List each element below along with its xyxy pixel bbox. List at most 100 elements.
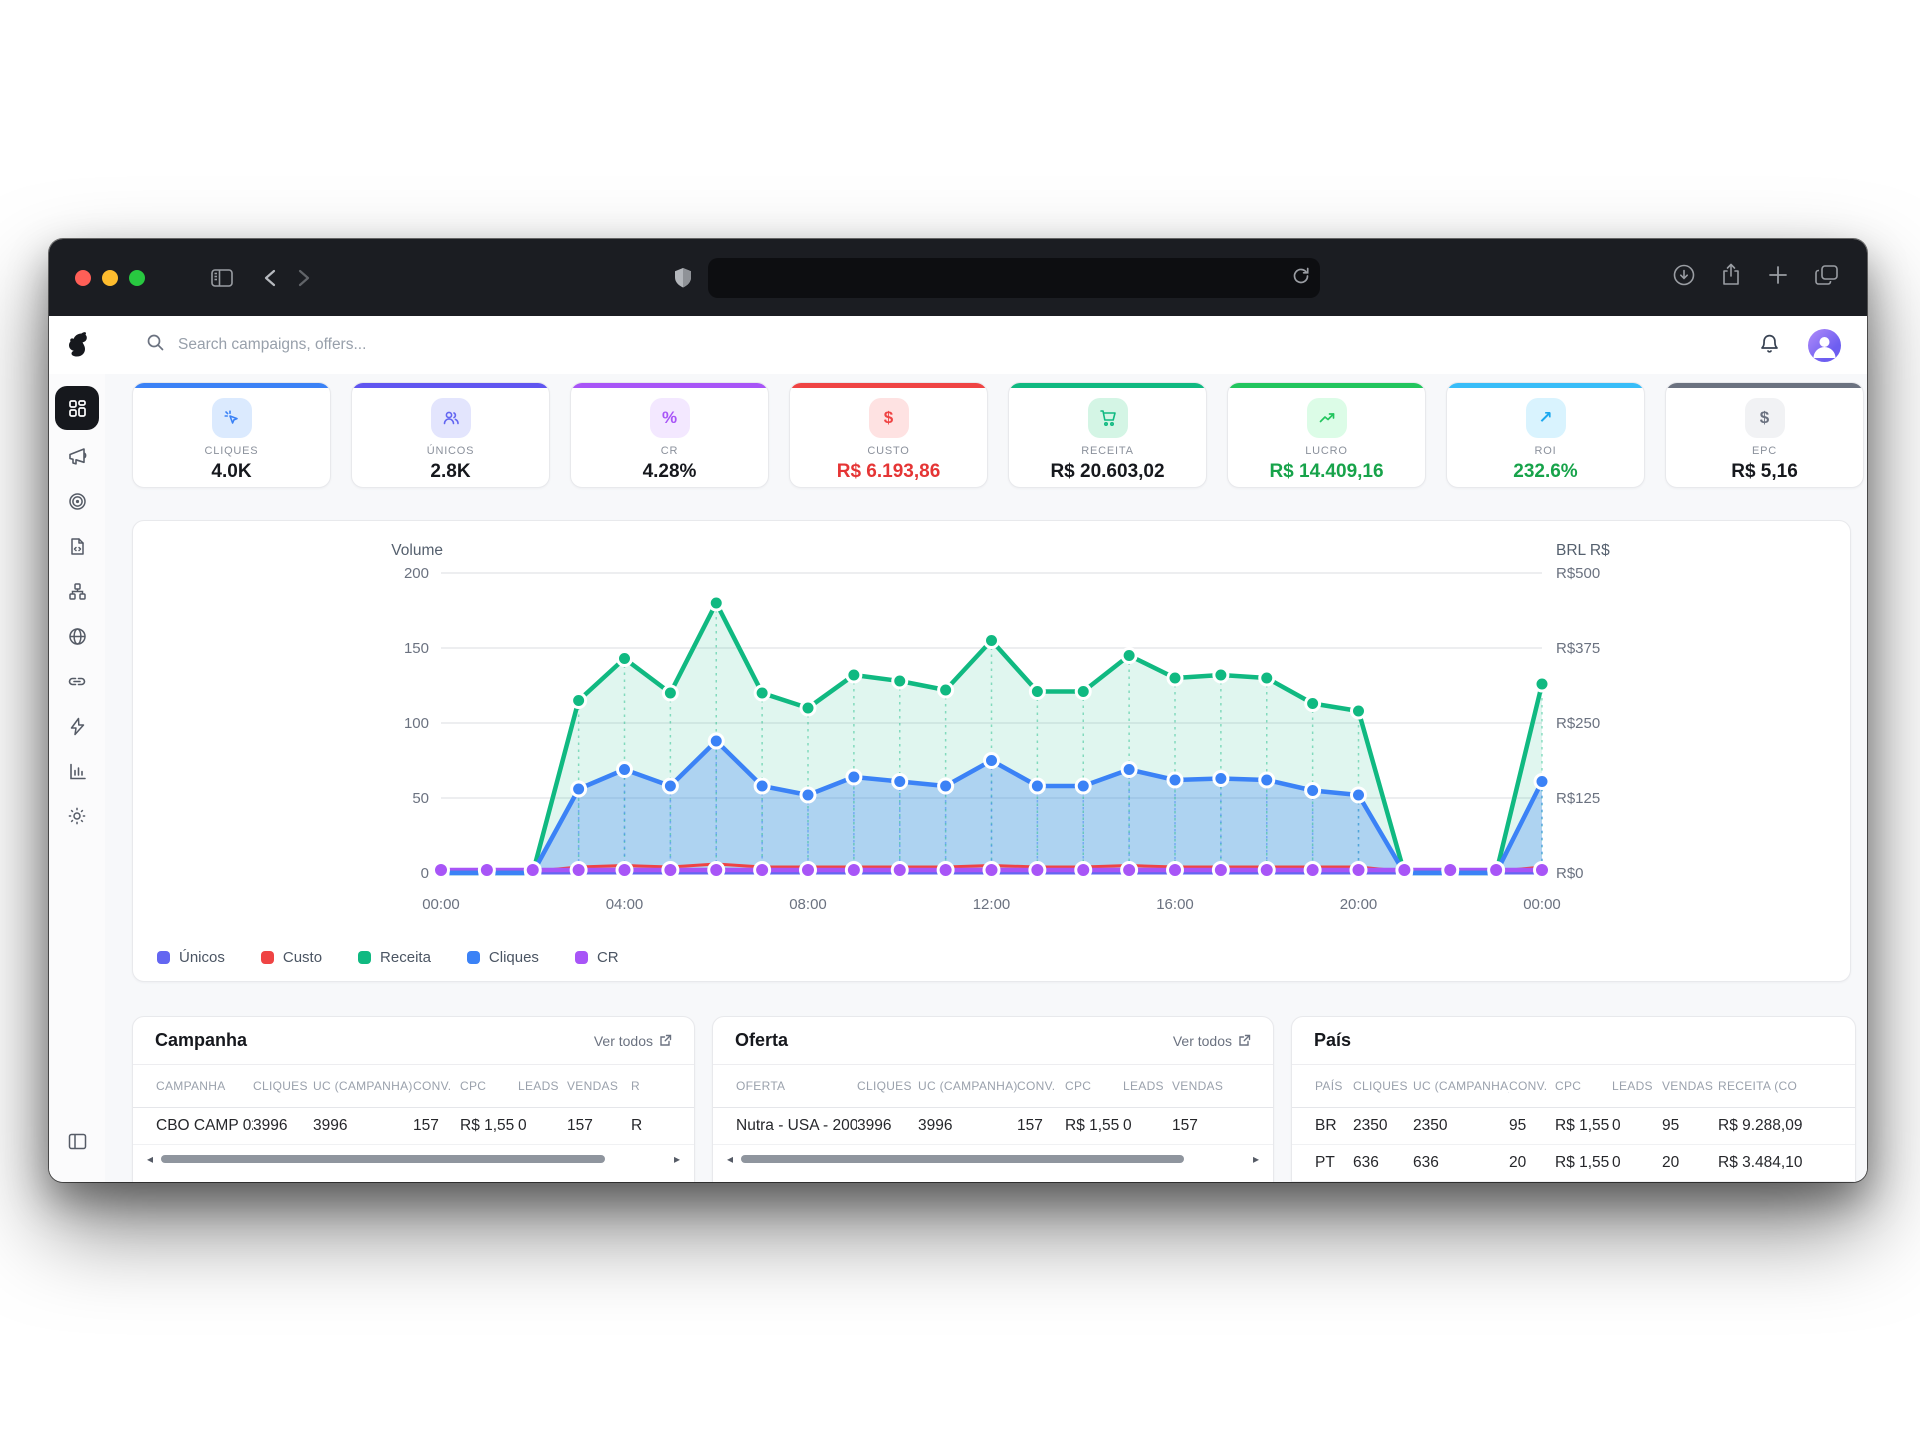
horizontal-scrollbar[interactable]: ◂ ▸ — [713, 1145, 1273, 1165]
column-header: CPC — [1065, 1079, 1092, 1093]
kpi-card-epc: $ EPC R$ 5,16 — [1665, 382, 1864, 488]
svg-text:150: 150 — [404, 640, 429, 657]
ver-todos-link[interactable]: Ver todos — [1173, 1033, 1251, 1049]
column-header: UC (CAMPANHA) — [918, 1079, 1017, 1093]
table-title: Oferta — [735, 1030, 789, 1050]
kpi-label: RECEITA — [1081, 445, 1134, 457]
kpi-card-unicos: ÚNICOS 2.8K — [351, 382, 550, 488]
table-row[interactable]: BR 2350 2350 95 R$ 1,55 0 95 R$ 9.288,09 — [1292, 1108, 1855, 1145]
downloads-icon[interactable] — [1673, 264, 1695, 291]
column-header: CAMPANHA — [156, 1079, 226, 1093]
scrollbar-thumb[interactable] — [741, 1155, 1185, 1163]
user-avatar[interactable] — [1808, 328, 1841, 362]
notifications-bell-icon[interactable] — [1759, 331, 1780, 359]
tab-overview-icon[interactable] — [1815, 264, 1839, 291]
column-header: CONV. — [1509, 1079, 1548, 1093]
browser-chrome — [49, 239, 1867, 316]
kpi-accent — [790, 383, 987, 388]
sidebar-item-integrations[interactable] — [55, 704, 99, 748]
scrollbar-track[interactable] — [741, 1155, 1245, 1163]
ver-todos-label: Ver todos — [1172, 1032, 1232, 1049]
search-input[interactable] — [176, 335, 600, 355]
legend-dot — [260, 951, 274, 964]
campanha-table-card: Campanha Ver todos CAMPANHA CLIQUES UC (CA… — [132, 1016, 695, 1182]
svg-text:16:00: 16:00 — [1156, 896, 1194, 913]
ver-todos-link[interactable]: Ver todos — [594, 1033, 672, 1049]
legend-item-unicos[interactable]: Únicos — [157, 949, 225, 966]
sidebar-item-offers[interactable] — [55, 479, 99, 523]
kpi-card-cr: % CR 4.28% — [570, 382, 769, 488]
kpi-value: R$ 5,16 — [1731, 461, 1798, 482]
cell: 20 — [1509, 1154, 1527, 1171]
sidebar-item-landing-pages[interactable] — [55, 524, 99, 568]
sidebar-item-settings[interactable] — [55, 794, 99, 838]
reload-icon[interactable] — [1292, 266, 1310, 291]
legend-item-cr[interactable]: CR — [574, 949, 619, 966]
legend-item-cliques[interactable]: Cliques — [466, 949, 539, 966]
column-header: CONV. — [413, 1079, 452, 1093]
column-header: UC (CAMPANHA) — [313, 1079, 413, 1093]
column-header: LEADS — [518, 1079, 559, 1093]
sidebar-item-dashboard[interactable] — [55, 386, 99, 430]
zoom-window-button[interactable] — [129, 269, 145, 286]
column-header: CPC — [460, 1079, 487, 1093]
app-logo-dog-icon[interactable] — [49, 331, 105, 359]
table-row[interactable]: Nutra - USA - 200$ 3996 3996 157 R$ 1,55 0 157 — [713, 1108, 1273, 1145]
svg-text:200: 200 — [404, 565, 429, 582]
minimize-window-button[interactable] — [102, 269, 118, 286]
kpi-value: 2.8K — [430, 461, 471, 482]
sidebar-item-reports[interactable] — [55, 749, 99, 793]
column-header: UC (CAMPANHA) — [1413, 1079, 1509, 1093]
column-header: R — [631, 1079, 640, 1093]
chrome-right-icons — [1673, 263, 1839, 292]
browser-sidebar-toggle-icon[interactable] — [205, 263, 239, 293]
kpi-accent — [1447, 383, 1644, 388]
table-row[interactable]: PT 636 636 20 R$ 1,55 0 20 R$ 3.484,10 — [1292, 1145, 1855, 1182]
cell: 95 — [1509, 1117, 1527, 1134]
kpi-accent — [1228, 383, 1425, 388]
sidebar-item-domains[interactable] — [55, 614, 99, 658]
share-icon[interactable] — [1721, 263, 1741, 292]
column-header: CONV. — [1017, 1079, 1056, 1093]
cell: R — [631, 1117, 643, 1134]
table-header-row: CAMPANHA CLIQUES UC (CAMPANHA) CONV. CPC LEAD… — [133, 1065, 694, 1108]
address-bar[interactable] — [708, 257, 1320, 298]
collapse-sidebar-icon[interactable] — [55, 1126, 99, 1156]
scroll-right-icon[interactable]: ▸ — [1252, 1152, 1259, 1166]
scroll-left-icon[interactable]: ◂ — [147, 1152, 154, 1166]
ver-todos-label: Ver todos — [593, 1032, 653, 1049]
new-tab-icon[interactable] — [1767, 264, 1789, 291]
back-button[interactable] — [253, 263, 287, 293]
tables-row: Campanha Ver todos CAMPANHA CLIQUES UC (CA… — [132, 1016, 1856, 1182]
column-header: LEADS — [1612, 1079, 1653, 1093]
legend-label: Custo — [282, 949, 323, 966]
column-header: VENDAS — [1662, 1079, 1714, 1093]
sidebar-item-funnels[interactable] — [55, 569, 99, 613]
cell: PT — [1315, 1154, 1335, 1171]
legend-item-receita[interactable]: Receita — [358, 949, 431, 966]
url-area — [674, 257, 1320, 298]
scroll-right-icon[interactable]: ▸ — [673, 1152, 680, 1166]
table-header-row: OFERTA CLIQUES UC (CAMPANHA) CONV. CPC LEADS V… — [713, 1065, 1273, 1108]
horizontal-scrollbar[interactable]: ◂ ▸ — [133, 1145, 694, 1165]
sidebar-item-campaigns[interactable] — [55, 434, 99, 478]
scrollbar-thumb[interactable] — [161, 1155, 606, 1163]
close-window-button[interactable] — [75, 269, 91, 286]
cell: BR — [1315, 1117, 1337, 1134]
forward-button[interactable] — [287, 263, 321, 293]
cell: 636 — [1413, 1154, 1439, 1171]
scroll-left-icon[interactable]: ◂ — [727, 1152, 734, 1166]
sidebar-item-links[interactable] — [55, 659, 99, 703]
cell: 0 — [1612, 1117, 1621, 1134]
svg-text:R$125: R$125 — [1556, 790, 1600, 807]
table-header-row: PAÍS CLIQUES UC (CAMPANHA) CONV. CPC LEADS VEN… — [1292, 1065, 1855, 1108]
cell: 2350 — [1353, 1117, 1388, 1134]
column-header: OFERTA — [736, 1079, 786, 1093]
cell: R$ 3.484,10 — [1718, 1154, 1803, 1171]
scrollbar-track[interactable] — [161, 1155, 666, 1163]
table-row[interactable]: CBO CAMP 02 3996 3996 157 R$ 1,55 0 157 R — [133, 1108, 694, 1145]
cell: 157 — [1172, 1117, 1198, 1134]
shield-icon[interactable] — [674, 267, 692, 289]
svg-text:04:00: 04:00 — [606, 896, 644, 913]
legend-item-custo[interactable]: Custo — [260, 949, 323, 966]
